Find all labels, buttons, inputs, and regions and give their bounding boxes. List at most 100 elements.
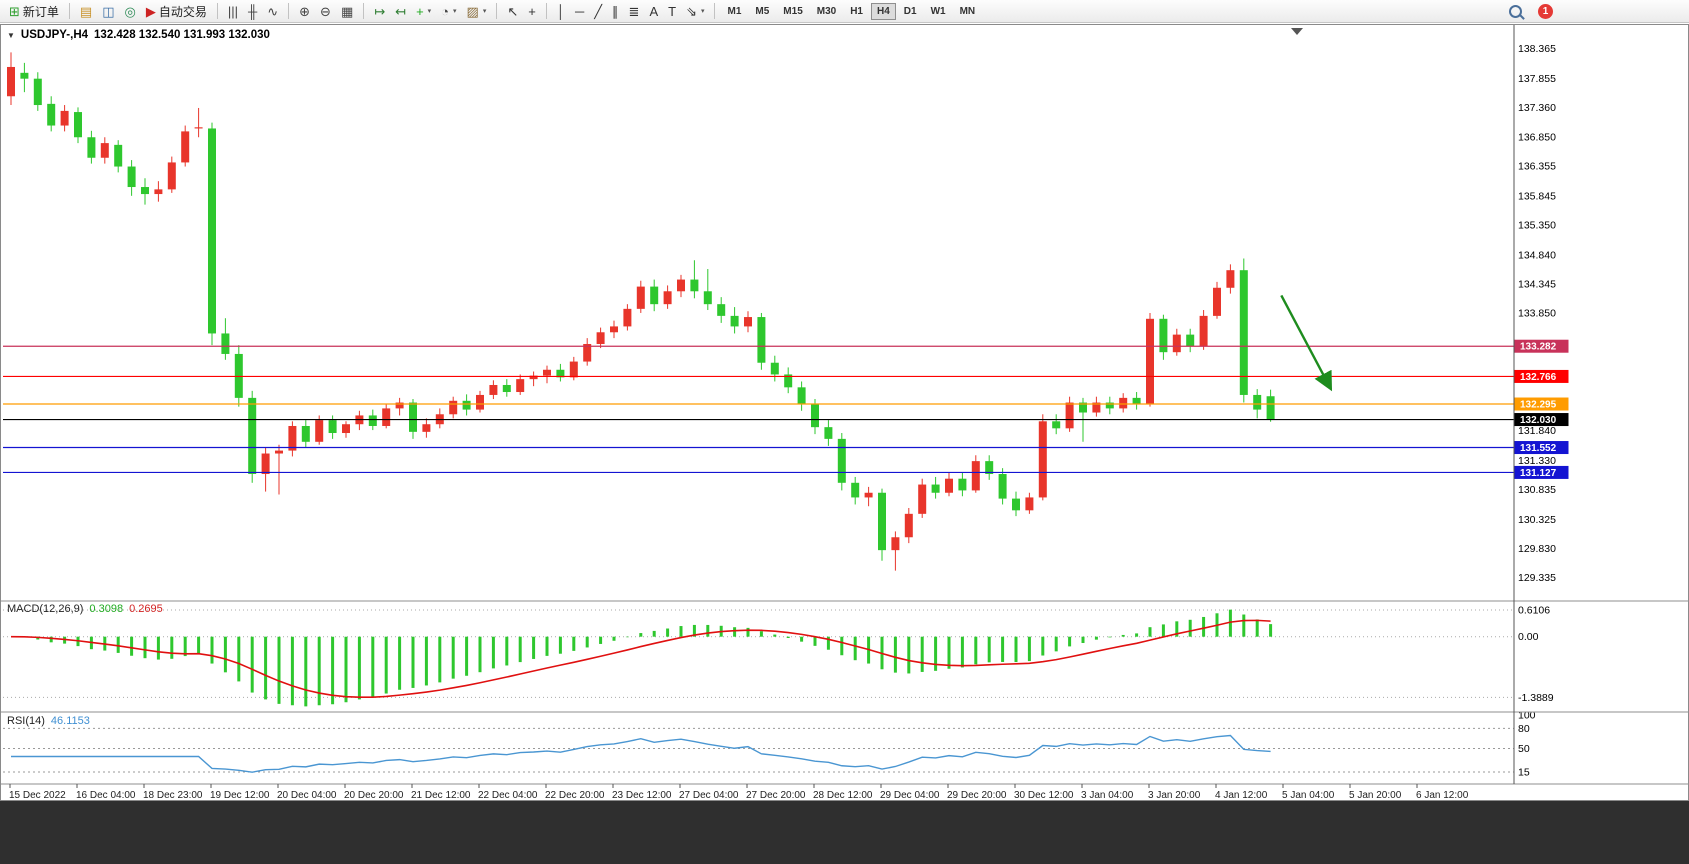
dropdown-caret-icon: ▾ (427, 8, 432, 15)
candle (462, 394, 471, 416)
zoom-out-button[interactable]: ⊖ (316, 1, 335, 21)
candle (1025, 492, 1034, 514)
time-axis-label: 29 Dec 20:00 (947, 790, 1007, 801)
timeframe-M15[interactable]: M15 (777, 3, 808, 20)
channel-button[interactable]: ∥ (608, 1, 623, 21)
text-label-button[interactable]: T (664, 1, 680, 21)
time-axis-label: 22 Dec 20:00 (545, 790, 605, 801)
candle (891, 531, 900, 571)
price-axis-label: 131.330 (1518, 455, 1556, 467)
time-axis-label: 22 Dec 04:00 (478, 790, 538, 801)
candle (797, 381, 806, 411)
timeframe-D1[interactable]: D1 (898, 3, 923, 20)
crosshair-button[interactable]: + (524, 1, 540, 21)
price-line-label (1514, 369, 1569, 383)
chart-shift-marker[interactable] (1291, 28, 1303, 35)
text-button[interactable]: A (645, 1, 662, 21)
timeframe-MN[interactable]: MN (954, 3, 982, 20)
candle (395, 397, 404, 416)
market-watch-button[interactable]: ◫ (98, 1, 118, 21)
line-chart-button[interactable]: ∿ (263, 1, 282, 21)
periods-icon: ◔ (441, 3, 450, 19)
price-axis-label: 131.840 (1518, 425, 1556, 437)
candle (1266, 389, 1275, 422)
candle (33, 72, 42, 111)
chart-canvas[interactable]: 133.282 132.766 132.295 132.030 131.552 131.1… (1, 25, 1689, 801)
bar-chart-icon: ||| (227, 3, 239, 19)
bottom-strip (0, 801, 1689, 864)
trendline-button[interactable]: ╱ (590, 1, 606, 21)
candle (904, 507, 913, 544)
chart-title: ▼ USDJPY-,H4 132.428 132.540 131.993 132… (7, 29, 270, 41)
cursor-button[interactable]: ↖ (503, 1, 522, 21)
candle (435, 408, 444, 429)
templates-button[interactable]: ▨ ▾ (463, 1, 491, 21)
time-axis-label: 20 Dec 04:00 (277, 790, 337, 801)
chart-symbol-timeframe: USDJPY-,H4 (20, 29, 89, 41)
time-axis-label: 21 Dec 12:00 (411, 790, 471, 801)
new-order-icon: ⊞ (9, 3, 20, 19)
dropdown-caret-icon: ▾ (482, 8, 487, 15)
timeframe-M30[interactable]: M30 (811, 3, 842, 20)
chart-window[interactable]: 133.282 132.766 132.295 132.030 131.552 131.1… (0, 24, 1689, 801)
time-axis-label: 27 Dec 04:00 (679, 790, 739, 801)
time-axis-label: 27 Dec 20:00 (746, 790, 806, 801)
vertical-line-button[interactable]: │ (553, 1, 569, 21)
candle (958, 472, 967, 497)
chart-shift-button[interactable]: ↤ (391, 1, 410, 21)
notification-badge[interactable]: 1 (1538, 3, 1553, 19)
price-axis-label: 135.845 (1518, 191, 1556, 203)
chart-profile-button[interactable]: ▤ (76, 1, 96, 21)
autotrade-button[interactable]: ▶ 自动交易 (142, 1, 211, 21)
macd-histogram (22, 609, 1273, 707)
candle (221, 318, 230, 360)
rsi-line (11, 734, 1271, 773)
timeframe-M1[interactable]: M1 (721, 3, 747, 20)
macd-label: MACD(12,26,9) 0.3098 0.2695 (7, 603, 163, 615)
candle (663, 285, 672, 309)
periods-button[interactable]: ◔ ▾ (437, 1, 460, 21)
arrows-button[interactable]: ⇘ ▾ (682, 1, 708, 21)
candle (864, 486, 873, 507)
trend-arrow-object[interactable] (1280, 294, 1333, 392)
text-label-icon: T (668, 3, 677, 19)
timeframe-M5[interactable]: M5 (749, 3, 775, 20)
timeframe-W1[interactable]: W1 (925, 3, 952, 20)
search-icon[interactable] (1509, 4, 1522, 18)
new-order-button[interactable]: ⊞ 新订单 (5, 1, 63, 21)
timeframe-H4[interactable]: H4 (871, 2, 896, 20)
price-axis-label: 133.850 (1518, 307, 1556, 319)
time-axis-label: 5 Jan 20:00 (1349, 790, 1402, 801)
time-axis-label: 16 Dec 04:00 (76, 790, 136, 801)
tile-windows-button[interactable]: ▦ (337, 1, 357, 21)
candle (610, 320, 618, 339)
horizontal-line-icon: ─ (574, 3, 585, 19)
candle (1159, 314, 1168, 360)
candle (583, 338, 592, 366)
rsi-axis-label: 100 (1518, 710, 1536, 722)
rsi-value: 46.1153 (50, 715, 90, 727)
macd-axis-label: -1.3889 (1518, 692, 1554, 704)
time-axis-label: 29 Dec 04:00 (880, 790, 940, 801)
macd-signal-value: 0.2695 (129, 603, 163, 615)
candlestick-chart-button[interactable]: ╫ (244, 1, 261, 21)
zoom-in-button[interactable]: ⊕ (295, 1, 314, 21)
symbol-dropdown-icon[interactable]: ▼ (7, 30, 15, 40)
indicators-button[interactable]: + ▾ (412, 1, 435, 21)
timeframe-H1[interactable]: H1 (844, 3, 869, 20)
candle (918, 478, 927, 518)
new-order-label: 新订单 (22, 4, 59, 19)
line-chart-icon: ∿ (267, 3, 279, 19)
price-axis-label: 137.855 (1518, 73, 1556, 85)
fibonacci-button[interactable]: ≣ (625, 1, 644, 21)
navigator-icon: ◎ (124, 3, 136, 19)
auto-scroll-button[interactable]: ↦ (370, 1, 389, 21)
fibonacci-icon: ≣ (628, 3, 640, 19)
candle (1012, 491, 1020, 517)
bar-chart-button[interactable]: ||| (224, 1, 242, 21)
horizontal-line-button[interactable]: ─ (571, 1, 588, 21)
candle (261, 447, 270, 492)
chart-profile-icon: ▤ (79, 3, 93, 19)
indicators-icon: + (416, 3, 424, 19)
navigator-button[interactable]: ◎ (121, 1, 140, 21)
